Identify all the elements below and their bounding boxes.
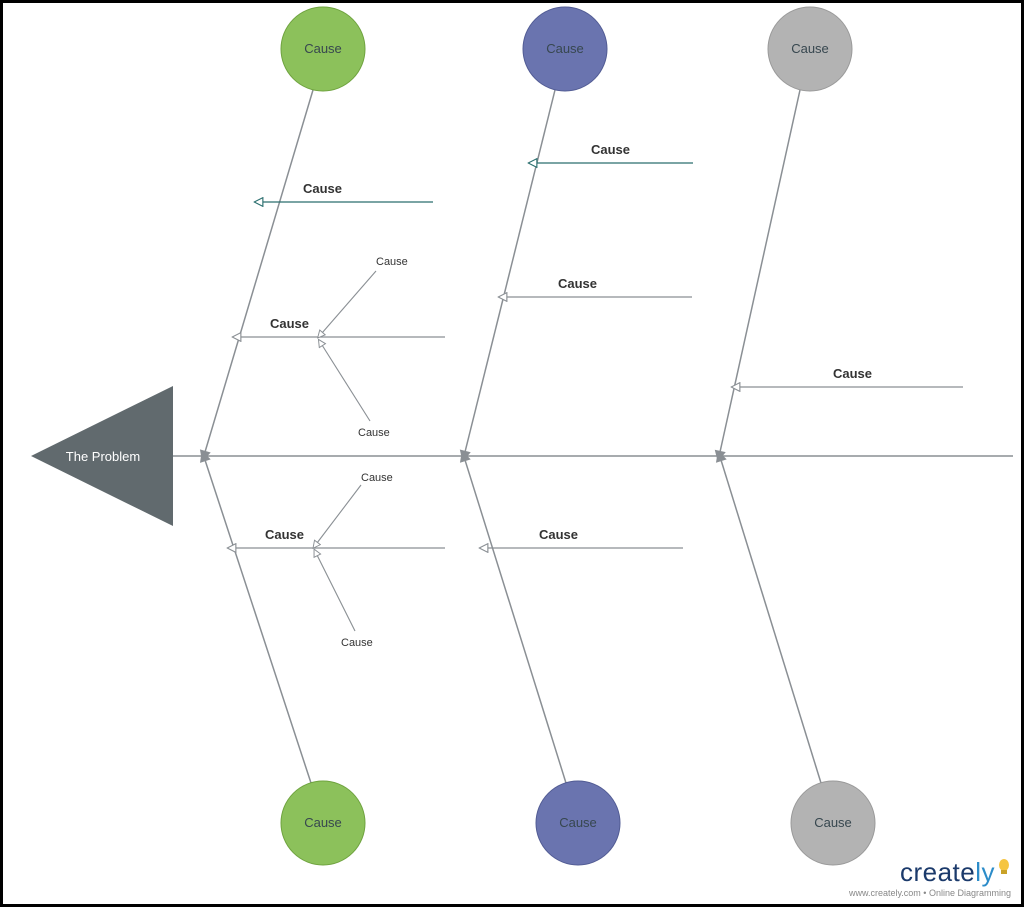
brand-part2: ly xyxy=(975,857,995,887)
bone-bot-blue-bone xyxy=(465,460,566,783)
sub-arrow-label-sa6: Cause xyxy=(265,527,304,542)
fishbone-svg: The Problem Cause Cause Cause Cause Cause Caus… xyxy=(3,3,1021,904)
sub-arrow-label-sa4: Cause xyxy=(833,366,872,381)
sub-arrow-label-sa5: Cause xyxy=(270,316,309,331)
tertiary-label-t3: Cause xyxy=(361,472,393,484)
brand-part1: create xyxy=(900,857,975,887)
bone-top-gray-bone xyxy=(720,90,800,452)
tertiary-arrow-t1 xyxy=(322,271,376,333)
cause-circle-label-bot-blue: Cause xyxy=(559,815,597,830)
cause-circle-label-top-blue: Cause xyxy=(546,41,584,56)
tertiary-label-t2: Cause xyxy=(358,427,390,439)
diagram-frame: The Problem Cause Cause Cause Cause Cause Caus… xyxy=(0,0,1024,907)
sub-arrow-label-sa3: Cause xyxy=(558,276,597,291)
brand-tagline: www.creately.com • Online Diagramming xyxy=(849,888,1011,898)
tertiary-arrow-t3 xyxy=(317,485,361,543)
tertiary-label-t4: Cause xyxy=(341,637,373,649)
cause-circle-label-top-green: Cause xyxy=(304,41,342,56)
bone-top-green-bone xyxy=(205,90,313,452)
sub-arrow-label-sa1: Cause xyxy=(303,181,342,196)
tertiary-label-t1: Cause xyxy=(376,256,408,268)
bone-bot-green-bone xyxy=(205,460,311,783)
brand-logo: creately xyxy=(900,857,1011,887)
bulb-icon xyxy=(997,857,1011,879)
footer: creately www.creately.com • Online Diagr… xyxy=(849,857,1011,898)
tertiary-arrow-t4 xyxy=(317,555,355,631)
cause-circle-label-bot-gray: Cause xyxy=(814,815,852,830)
sub-arrow-label-sa7: Cause xyxy=(539,527,578,542)
cause-circle-label-top-gray: Cause xyxy=(791,41,829,56)
sub-arrow-label-sa2: Cause xyxy=(591,142,630,157)
problem-head-label: The Problem xyxy=(66,449,140,464)
tertiary-arrow-t2 xyxy=(322,345,370,421)
bone-bot-gray-bone xyxy=(721,460,821,783)
cause-circle-label-bot-green: Cause xyxy=(304,815,342,830)
bone-top-blue-bone xyxy=(465,90,555,452)
